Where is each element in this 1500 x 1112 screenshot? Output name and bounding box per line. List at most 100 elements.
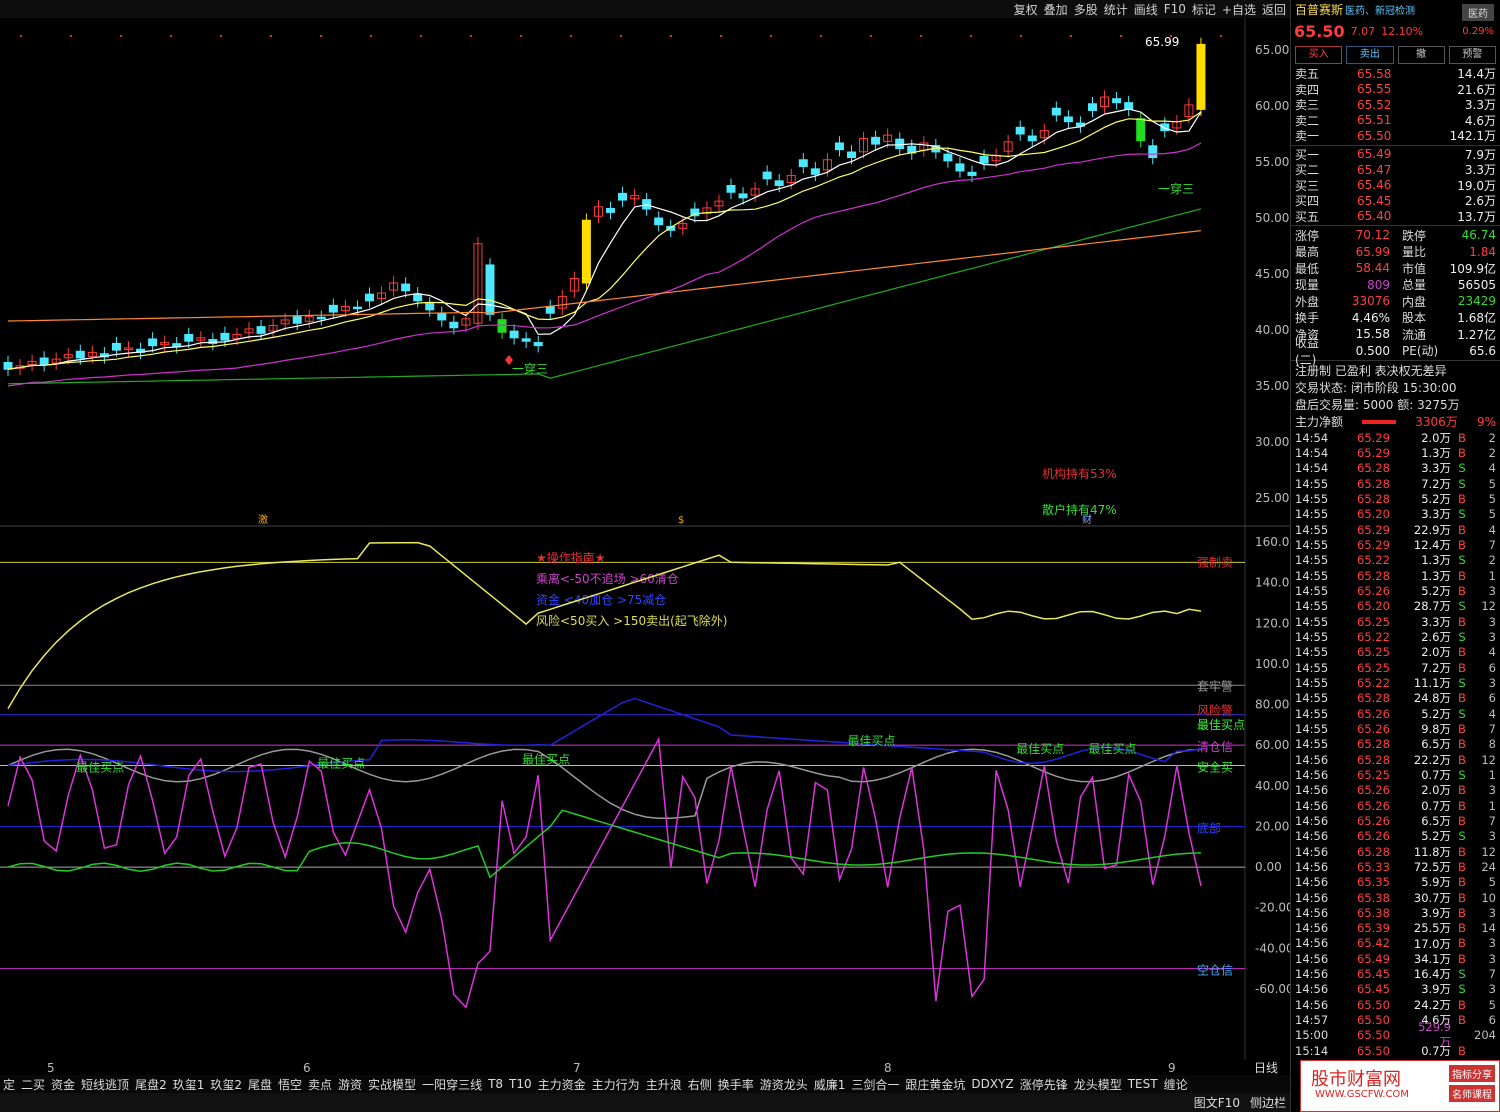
tick-volume: 5.2万 (1421, 829, 1451, 844)
indicator-tab[interactable]: 定 (3, 1077, 16, 1092)
stat-label: 外盘 (1295, 294, 1320, 309)
indicator-tab[interactable]: 短线逃顶 (81, 1077, 130, 1092)
indicator-tab[interactable]: 威廉1 (813, 1077, 846, 1092)
indicator-tab[interactable]: 主升浪 (645, 1077, 682, 1092)
indicator-tick: -20.00 (1255, 901, 1290, 915)
kline-chart-area[interactable]: 65.00 60.00 55.00 50.00 45.00 40.00 35.00 30.00… (0, 18, 1290, 1060)
signal-dot (1170, 35, 1172, 37)
sidebar-toggle[interactable]: 侧边栏 (1249, 1096, 1286, 1110)
indicator-tab[interactable]: 游资 (338, 1077, 363, 1092)
candle-body (1124, 102, 1134, 110)
tick-row: 14:56 65.26 0.7万 B 1 (1291, 798, 1500, 813)
orderbook-row[interactable]: 卖三 65.52 3.3万 (1291, 97, 1500, 113)
tick-row: 14:56 65.42 17.0万 B 3 (1291, 936, 1500, 951)
indicator-tab[interactable]: 悟空 (278, 1077, 303, 1092)
candle-body (774, 180, 784, 187)
indicator-tab[interactable]: 右侧 (687, 1077, 712, 1092)
orderbook-row[interactable]: 买二 65.47 3.3万 (1291, 162, 1500, 178)
tick-volume: 3.3万 (1421, 507, 1451, 522)
level-volume: 21.6万 (1457, 82, 1496, 97)
sell-button[interactable]: 卖出 (1346, 46, 1394, 64)
toolbar-item[interactable]: F10 (1163, 2, 1186, 16)
tick-side: B (1458, 844, 1466, 859)
indicator-tab[interactable]: 尾盘2 (135, 1077, 167, 1092)
indicator-tab[interactable]: 主力行为 (591, 1077, 640, 1092)
orderbook-row[interactable]: 卖二 65.51 4.6万 (1291, 113, 1500, 129)
orderbook-row[interactable]: 买四 65.45 2.6万 (1291, 193, 1500, 209)
indicator-tab[interactable]: 涨停先锋 (1019, 1077, 1068, 1092)
indicator-tab[interactable]: T10 (509, 1077, 532, 1091)
candle-body (750, 188, 760, 196)
tick-side: B (1458, 890, 1466, 905)
indicator-tab[interactable]: 龙头模型 (1073, 1077, 1122, 1092)
alert-button[interactable]: 预警 (1448, 46, 1496, 64)
tick-list[interactable]: 14:54 65.29 2.0万 B 2 14:54 65.29 1.3万 B 2 14:54 65.… (1291, 430, 1500, 1058)
f10-button[interactable]: 图文F10 (1193, 1096, 1240, 1110)
sector-badge[interactable]: 医药 (1462, 4, 1494, 21)
orderbook-row[interactable]: 卖一 65.50 142.1万 (1291, 128, 1500, 144)
tick-volume: 3.9万 (1421, 905, 1451, 920)
tick-volume: 34.1万 (1413, 951, 1451, 966)
orderbook-row[interactable]: 买五 65.40 13.7万 (1291, 209, 1500, 225)
toolbar-item[interactable]: 统计 (1103, 2, 1128, 17)
indicator-tab[interactable]: 游资龙头 (759, 1077, 808, 1092)
toolbar-item[interactable]: 返回 (1261, 2, 1286, 17)
indicator-tab[interactable]: 一阳穿三线 (422, 1077, 483, 1092)
indicator-tab[interactable]: 缠论 (1163, 1077, 1188, 1092)
orderbook-row[interactable]: 卖四 65.55 21.6万 (1291, 82, 1500, 98)
indicator-tab[interactable]: 玖玺1 (172, 1077, 205, 1092)
tick-side: B (1458, 721, 1466, 736)
toolbar-item[interactable]: 标记 (1191, 2, 1216, 17)
tick-time: 14:56 (1295, 921, 1329, 936)
indicator-tab[interactable]: 玖玺2 (210, 1077, 242, 1092)
indicator-tab[interactable]: 卖点 (308, 1077, 333, 1092)
indicator-tab[interactable]: 实战模型 (368, 1077, 417, 1092)
ma120-line (7, 230, 1202, 322)
tick-side: S (1458, 982, 1466, 997)
period-label[interactable]: 日线 (1254, 1061, 1278, 1075)
orderbook-row[interactable]: 买一 65.49 7.9万 (1291, 147, 1500, 163)
tick-volume: 11.8万 (1413, 844, 1451, 859)
toolbar-item[interactable]: +自选 (1221, 2, 1256, 17)
tick-price: 65.49 (1357, 951, 1390, 966)
indicator-tab[interactable]: 二买 (21, 1077, 46, 1092)
tick-count: 2 (1488, 430, 1496, 445)
buy-button[interactable]: 买入 (1295, 46, 1343, 64)
tick-count: 3 (1488, 583, 1496, 598)
indicator-tab[interactable]: 主力资金 (537, 1077, 586, 1092)
level-price: 65.52 (1357, 97, 1392, 112)
indicator-tab[interactable]: 跟庄黄金坑 (905, 1077, 966, 1092)
toolbar-item[interactable]: 叠加 (1043, 2, 1068, 17)
indicator-tab[interactable]: 尾盘 (247, 1077, 272, 1092)
indicator-tab[interactable]: DDXYZ (971, 1077, 1014, 1091)
candle-body (413, 293, 423, 302)
indicator-tab[interactable]: TEST (1127, 1077, 1158, 1091)
level-label: 买一 (1295, 147, 1320, 162)
orderbook-row[interactable]: 卖五 65.58 14.4万 (1291, 66, 1500, 82)
cancel-button[interactable]: 撤 (1397, 46, 1445, 64)
toolbar-item[interactable]: 复权 (1013, 2, 1038, 17)
stat-row: 现量 809 总量 56505 (1291, 277, 1500, 294)
signal-dot (170, 35, 172, 37)
indicator-tick: 100.0 (1255, 657, 1289, 671)
risk-line (7, 541, 1202, 709)
tick-volume: 2.6万 (1421, 629, 1451, 644)
orderbook-row[interactable]: 买三 65.46 19.0万 (1291, 178, 1500, 194)
tick-row: 14:56 65.26 2.0万 B 3 (1291, 783, 1500, 798)
signal-dot (120, 35, 122, 37)
tick-volume: 24.8万 (1413, 691, 1451, 706)
indicator-tab[interactable]: 资金 (51, 1077, 76, 1092)
level-volume: 14.4万 (1457, 67, 1496, 82)
toolbar-item[interactable]: 画线 (1133, 2, 1158, 17)
tick-volume: 1.3万 (1421, 553, 1451, 568)
toolbar-item[interactable]: 多股 (1073, 2, 1098, 17)
chart-svg[interactable]: 65.00 60.00 55.00 50.00 45.00 40.00 35.00 30.00… (0, 18, 1290, 1060)
tick-price: 65.50 (1357, 997, 1390, 1012)
indicator-tab[interactable]: T8 (488, 1077, 504, 1091)
tick-row: 14:55 65.25 3.3万 B 3 (1291, 614, 1500, 629)
tick-volume: 529.9万 (1418, 1020, 1451, 1050)
indicator-tab[interactable]: 三剑合一 (851, 1077, 900, 1092)
tick-time: 14:55 (1295, 476, 1329, 491)
tick-price: 65.29 (1357, 537, 1390, 552)
indicator-tab[interactable]: 换手率 (717, 1077, 754, 1092)
